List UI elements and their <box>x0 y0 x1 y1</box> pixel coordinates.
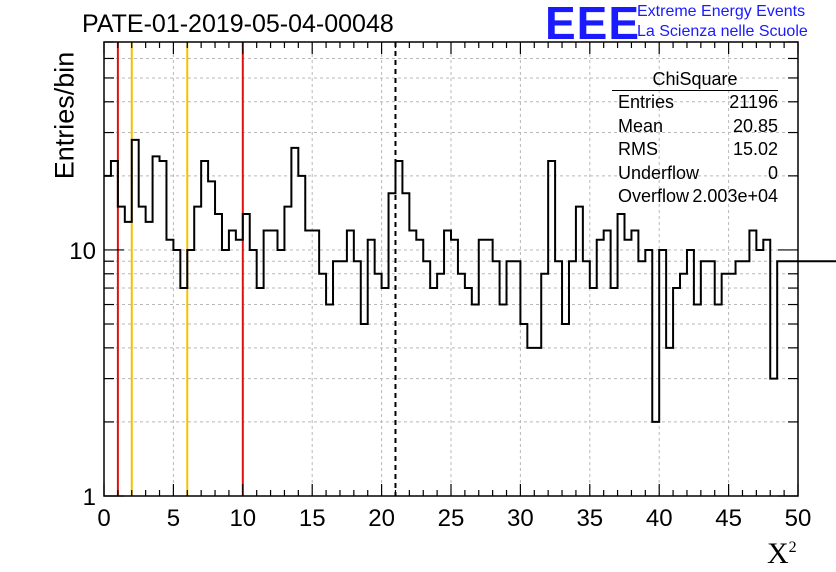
chart-title: PATE-01-2019-05-04-00048 <box>82 10 394 38</box>
logo-line-2: La Scienza nelle Scuole <box>637 23 808 40</box>
x-tick-label: 50 <box>785 505 812 532</box>
stats-row: Mean 20.85 <box>612 115 778 139</box>
stats-row: Underflow 0 <box>612 162 778 186</box>
stats-row: Entries 21196 <box>612 91 778 115</box>
y-axis-label: Entries/bin <box>49 51 80 180</box>
grid-lines <box>104 42 798 496</box>
eee-logo: EEE <box>545 0 641 49</box>
stats-label: Entries <box>618 92 675 112</box>
stats-label: Underflow <box>618 162 700 183</box>
logo-line-1: Extreme Energy Events <box>637 3 806 20</box>
axis-ticks <box>103 41 799 497</box>
x-axis-label-symbol: X <box>767 537 789 570</box>
x-tick-label: 40 <box>646 505 673 532</box>
stats-box: ChiSquare Entries 21196 Mean 20.85 RMS 15.0… <box>612 68 778 209</box>
stats-value: 21196 <box>729 92 778 112</box>
stats-title: ChiSquare <box>612 68 778 91</box>
x-tick-label: 10 <box>229 505 256 532</box>
stats-value: 2.003e+04 <box>692 186 778 206</box>
stats-row: Overflow 2.003e+04 <box>612 185 778 209</box>
stats-value: 20.85 <box>732 115 778 136</box>
stats-label: Overflow <box>618 186 690 206</box>
stats-label: Mean <box>618 115 664 136</box>
tick-labels: 0 5 10 15 20 25 30 35 40 45 50 1 10 <box>69 238 811 532</box>
x-tick-label: 5 <box>167 505 180 532</box>
y-tick-label: 10 <box>69 238 96 265</box>
x-tick-label: 45 <box>715 505 742 532</box>
stats-value: 15.02 <box>732 139 778 159</box>
x-axis-label-superscript: 2 <box>788 539 797 556</box>
x-tick-label: 35 <box>576 505 603 532</box>
stats-value: 0 <box>767 162 778 183</box>
x-tick-label: 0 <box>97 505 110 532</box>
x-tick-label: 20 <box>368 505 395 532</box>
stats-row: RMS 15.02 <box>612 138 778 162</box>
y-tick-label: 1 <box>83 484 96 511</box>
histogram-line <box>104 138 836 423</box>
x-tick-label: 15 <box>299 505 326 532</box>
x-tick-label: 25 <box>438 505 465 532</box>
stats-label: RMS <box>618 139 658 159</box>
x-tick-label: 30 <box>507 505 534 532</box>
x-axis-label: X2 <box>767 537 797 571</box>
